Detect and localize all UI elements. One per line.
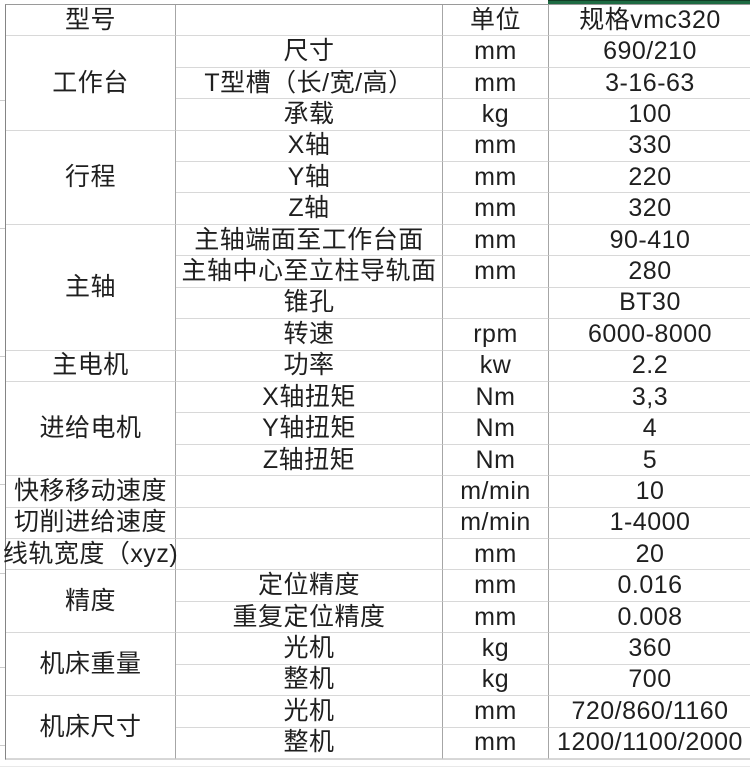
header-model-cell[interactable]: 型号 <box>6 5 176 37</box>
cell-value[interactable]: 3-16-63 <box>549 68 750 100</box>
cell-unit[interactable]: mm <box>443 696 549 728</box>
cell-unit[interactable]: Nm <box>443 381 549 414</box>
header-spec-cell[interactable]: 规格vmc320 <box>549 5 750 37</box>
cell-unit[interactable]: kg <box>443 664 549 697</box>
cell-unit[interactable]: Nm <box>443 444 549 477</box>
spec-table: 型号 单位 规格vmc320 工作台 尺寸 mm 690/210 T型槽（长/宽/高） m… <box>3 4 750 760</box>
header-item-cell[interactable] <box>176 5 443 37</box>
cell-item[interactable]: T型槽（长/宽/高） <box>176 67 443 100</box>
cell-unit[interactable]: mm <box>443 601 549 634</box>
sheet-gridline-tick <box>0 484 5 485</box>
cell-unit[interactable]: mm <box>443 130 549 163</box>
cell-unit[interactable]: mm <box>443 162 549 194</box>
cell-item[interactable]: 承载 <box>176 99 443 131</box>
cell-value[interactable]: BT30 <box>549 288 750 320</box>
cell-item[interactable]: 尺寸 <box>176 36 443 68</box>
cell-item[interactable] <box>176 476 443 508</box>
cell-category[interactable]: 主电机 <box>6 350 176 382</box>
cell-unit[interactable]: mm <box>443 36 549 68</box>
cell-value[interactable]: 280 <box>549 256 750 288</box>
cell-unit[interactable]: kg <box>443 633 549 665</box>
cell-unit[interactable]: mm <box>443 67 549 100</box>
cell-value[interactable]: 700 <box>549 665 750 697</box>
cell-category[interactable]: 快移移动速度 <box>6 476 176 508</box>
cell-value[interactable]: 2.2 <box>549 351 750 382</box>
sheet-gridline-tick <box>0 356 5 357</box>
cell-unit[interactable]: mm <box>443 727 549 759</box>
cell-value[interactable]: 1-4000 <box>549 508 750 540</box>
cell-category[interactable]: 主轴 <box>6 224 176 351</box>
cell-unit[interactable]: mm <box>443 224 549 257</box>
cell-value[interactable]: 6000-8000 <box>549 319 750 351</box>
cell-unit[interactable]: kg <box>443 99 549 131</box>
cell-item[interactable] <box>176 507 443 540</box>
cell-item[interactable]: 重复定位精度 <box>176 601 443 634</box>
cell-value[interactable]: 10 <box>549 476 750 508</box>
cell-unit[interactable]: m/min <box>443 476 549 508</box>
cell-value[interactable]: 0.016 <box>549 570 750 602</box>
cell-item[interactable]: 主轴中心至立柱导轨面 <box>176 256 443 288</box>
cell-category[interactable]: 机床重量 <box>6 633 176 697</box>
cell-item[interactable]: 转速 <box>176 319 443 351</box>
cell-value[interactable]: 360 <box>549 633 750 665</box>
cell-category[interactable]: 线轨宽度（xyz) <box>3 539 178 571</box>
sheet-gridline-tick <box>0 745 5 746</box>
cell-category[interactable]: 机床尺寸 <box>6 696 176 759</box>
cell-item[interactable]: Y轴扭矩 <box>176 413 443 445</box>
cell-item[interactable]: 锥孔 <box>176 287 443 320</box>
cell-value[interactable]: 720/860/1160 <box>549 696 750 728</box>
cell-item[interactable]: X轴 <box>176 130 443 163</box>
cell-value[interactable]: 1200/1100/2000 <box>549 728 750 759</box>
cell-category[interactable]: 精度 <box>6 570 176 634</box>
sheet-gridline-tick <box>0 100 5 101</box>
cell-item[interactable]: 功率 <box>176 350 443 382</box>
cell-value[interactable]: 320 <box>549 193 750 225</box>
sheet-gridline-tick <box>0 667 5 668</box>
cell-category[interactable]: 工作台 <box>6 36 176 131</box>
cell-value[interactable]: 5 <box>549 445 750 477</box>
sheet-gridline-tick <box>0 228 5 229</box>
cell-item[interactable]: X轴扭矩 <box>176 381 443 414</box>
cell-unit[interactable]: mm <box>443 256 549 288</box>
cell-item[interactable]: 定位精度 <box>176 570 443 602</box>
cell-item[interactable] <box>176 539 443 571</box>
cell-unit[interactable]: rpm <box>443 319 549 351</box>
header-unit-cell[interactable]: 单位 <box>443 5 549 37</box>
cell-value[interactable]: 220 <box>549 162 750 194</box>
cell-value[interactable]: 100 <box>549 99 750 131</box>
selection-accent-bar <box>548 0 750 5</box>
cell-item[interactable]: 光机 <box>176 633 443 665</box>
cell-item[interactable]: 整机 <box>176 664 443 697</box>
cell-value[interactable]: 90-410 <box>549 225 750 257</box>
cell-value[interactable]: 690/210 <box>549 36 750 68</box>
cell-item[interactable]: 主轴端面至工作台面 <box>176 224 443 257</box>
cell-value[interactable]: 20 <box>549 539 750 571</box>
sheet-gridline-tick <box>0 573 5 574</box>
cell-unit[interactable]: mm <box>443 539 549 571</box>
cell-item[interactable]: Z轴 <box>176 193 443 225</box>
cell-unit[interactable]: mm <box>443 193 549 225</box>
cell-category[interactable]: 进给电机 <box>6 381 176 477</box>
cell-unit[interactable]: Nm <box>443 413 549 445</box>
cell-item[interactable]: Z轴扭矩 <box>176 444 443 477</box>
cell-unit[interactable]: m/min <box>443 507 549 540</box>
cell-category[interactable]: 行程 <box>6 130 176 225</box>
cell-item[interactable]: 光机 <box>176 696 443 728</box>
cell-unit[interactable]: mm <box>443 570 549 602</box>
cell-category[interactable]: 切削进给速度 <box>6 507 176 540</box>
cell-item[interactable]: Y轴 <box>176 162 443 194</box>
cell-unit[interactable]: kw <box>443 350 549 382</box>
cell-value[interactable]: 0.008 <box>549 602 750 634</box>
cell-value[interactable]: 4 <box>549 413 750 445</box>
cell-item[interactable]: 整机 <box>176 727 443 759</box>
cell-unit[interactable] <box>443 287 549 320</box>
cell-value[interactable]: 330 <box>549 131 750 163</box>
cell-value[interactable]: 3,3 <box>549 382 750 414</box>
